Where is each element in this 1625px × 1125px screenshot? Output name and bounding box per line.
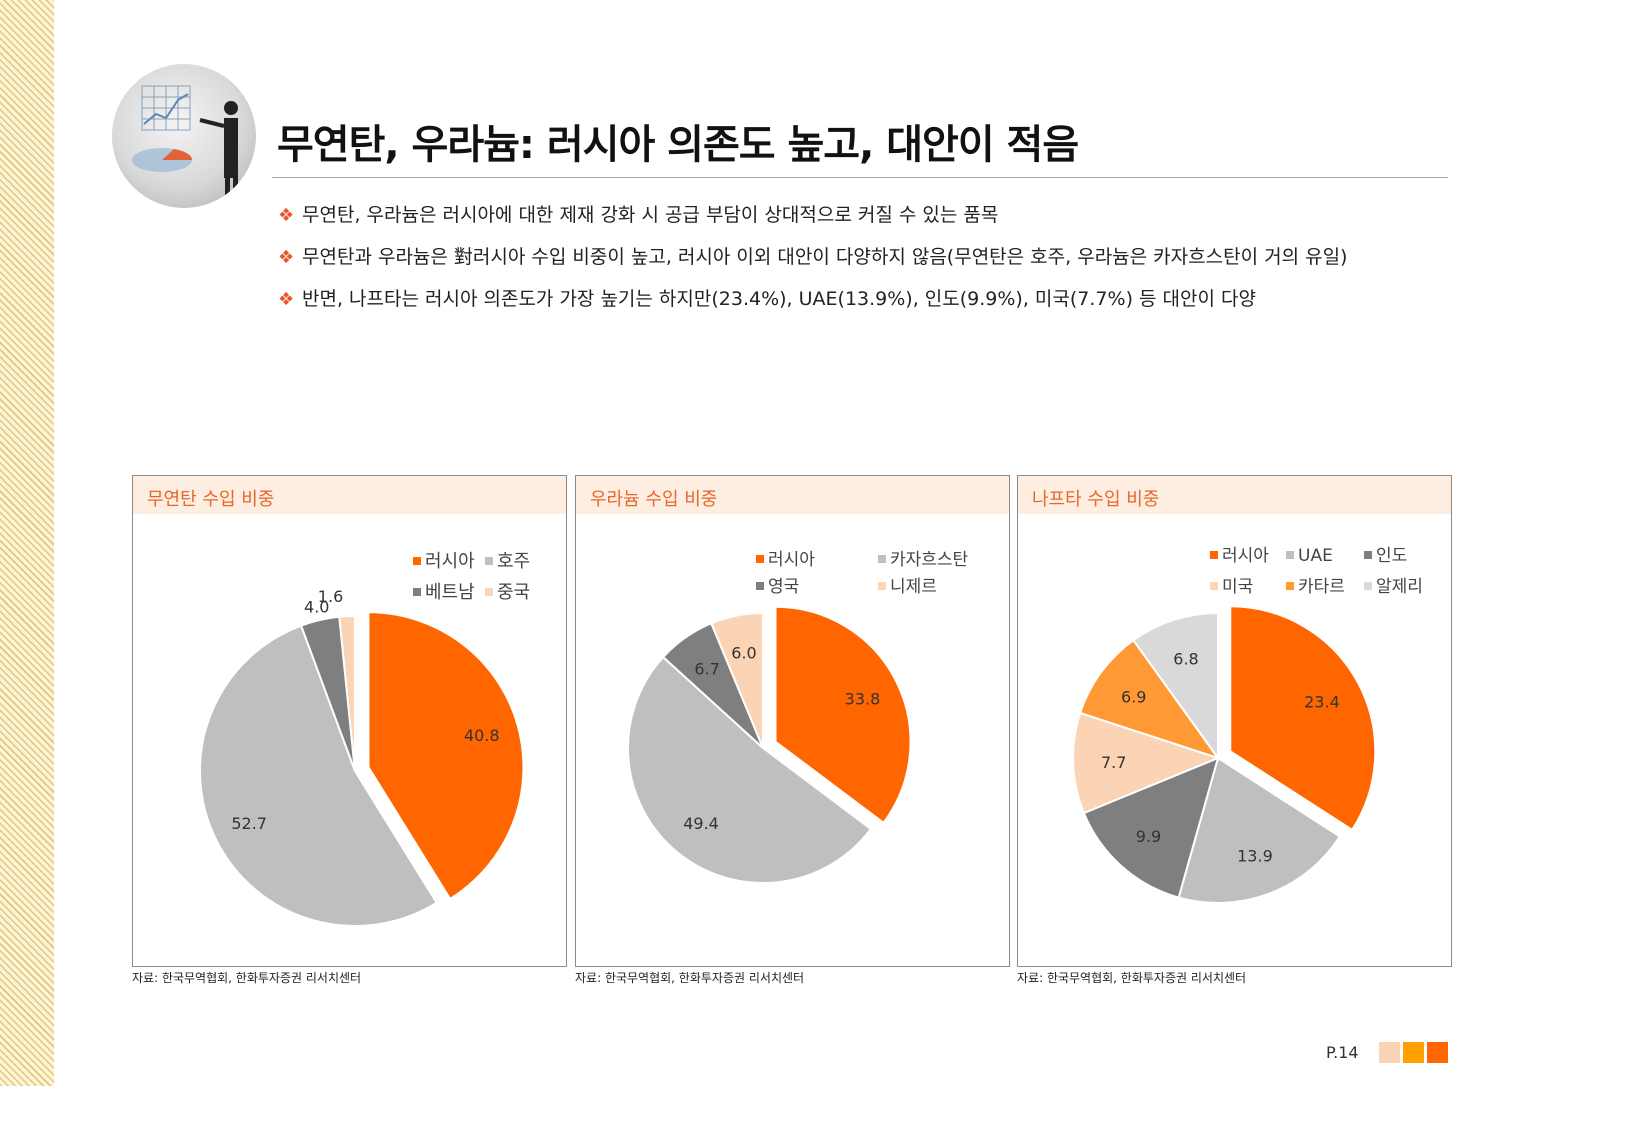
legend-label: 러시아 — [1222, 546, 1269, 566]
bullet-text: 반면, 나프타는 러시아 의존도가 가장 높기는 하지만(23.4%), UAE… — [302, 288, 1256, 310]
panel-header: 무연탄 수입 비중 — [133, 476, 566, 514]
legend-label: 중국 — [497, 582, 530, 603]
footer-square — [1427, 1042, 1448, 1063]
legend-swatch — [1210, 551, 1218, 559]
legend-swatch — [878, 555, 886, 563]
pie-slice-니제르 — [709, 611, 764, 749]
legend-swatch — [756, 555, 764, 563]
legend-label: 알제리 — [1376, 577, 1423, 597]
legend-label: 영국 — [768, 577, 799, 597]
data-label: 6.0 — [731, 644, 756, 663]
chart-title: 나프타 수입 비중 — [1032, 489, 1160, 510]
chart-title: 무연탄 수입 비중 — [147, 489, 275, 510]
legend-swatch — [413, 588, 421, 596]
legend-swatch — [1210, 582, 1218, 590]
data-label: 7.7 — [1101, 753, 1126, 772]
presenter-illustration-icon — [112, 64, 256, 208]
data-label: 1.6 — [318, 587, 343, 606]
legend-label: 인도 — [1376, 546, 1407, 566]
data-label: 52.7 — [231, 814, 267, 833]
data-label: 6.8 — [1173, 650, 1198, 669]
source-note: 자료: 한국무역협회, 한화투자증권 리서치센터 — [1017, 971, 1247, 985]
decorative-side-strip — [0, 0, 54, 1086]
panel-header: 나프타 수입 비중 — [1018, 476, 1451, 514]
data-label: 6.7 — [694, 659, 719, 678]
pie-slice-미국 — [1072, 711, 1221, 815]
pie-slice-러시아 — [774, 605, 912, 825]
legend-swatch — [413, 557, 421, 565]
pie-slice-호주 — [199, 624, 439, 927]
legend-swatch — [756, 582, 764, 590]
diamond-bullet-icon: ❖ — [278, 247, 295, 268]
legend-swatch — [878, 582, 886, 590]
source-note: 자료: 한국무역협회, 한화투자증권 리서치센터 — [575, 971, 805, 985]
data-label: 49.4 — [683, 814, 719, 833]
data-label: 13.9 — [1237, 847, 1273, 866]
legend-label: 니제르 — [890, 577, 937, 597]
bullet-text: 무연탄과 우라늄은 對러시아 수입 비중이 높고, 러시아 이외 대안이 다양하… — [302, 246, 1348, 268]
page-number: P.14 — [1326, 1043, 1359, 1062]
legend-label: 러시아 — [425, 551, 475, 572]
bullet-list: ❖ 무연탄, 우라늄은 러시아에 대한 제재 강화 시 공급 부담이 상대적으로 … — [278, 202, 1347, 328]
bullet-item: ❖ 반면, 나프타는 러시아 의존도가 가장 높기는 하지만(23.4%), UA… — [278, 286, 1347, 328]
panel-header: 우라늄 수입 비중 — [576, 476, 1009, 514]
legend-label: 카타르 — [1298, 577, 1345, 597]
data-label: 40.8 — [464, 726, 500, 745]
pie-slice-중국 — [338, 614, 356, 772]
data-label: 23.4 — [1304, 692, 1340, 711]
legend-swatch — [485, 557, 493, 565]
pie-slice-인도 — [1082, 756, 1220, 899]
data-label: 4.0 — [304, 597, 329, 616]
legend-swatch — [1286, 582, 1294, 590]
legend-label: 카자흐스탄 — [890, 550, 969, 570]
legend-label: UAE — [1298, 546, 1333, 566]
pie-slice-러시아 — [367, 611, 525, 901]
title-divider — [272, 177, 1448, 178]
chart-title: 우라늄 수입 비중 — [590, 489, 718, 510]
legend-label: 미국 — [1222, 577, 1253, 597]
pie-slice-러시아 — [1229, 605, 1377, 832]
legend-swatch — [485, 588, 493, 596]
legend-label: 러시아 — [768, 550, 815, 570]
page-title: 무연탄, 우라늄: 러시아 의존도 높고, 대안이 적음 — [277, 122, 1079, 168]
diamond-bullet-icon: ❖ — [278, 205, 295, 226]
pie-slice-알제리 — [1132, 611, 1219, 762]
bullet-item: ❖ 무연탄, 우라늄은 러시아에 대한 제재 강화 시 공급 부담이 상대적으로 … — [278, 202, 1347, 244]
bullet-item: ❖ 무연탄과 우라늄은 對러시아 수입 비중이 높고, 러시아 이외 대안이 다양… — [278, 244, 1347, 286]
footer-square — [1379, 1042, 1400, 1063]
data-label: 33.8 — [845, 689, 881, 708]
legend-label: 호주 — [497, 551, 530, 572]
pie-slice-UAE — [1177, 756, 1342, 904]
footer-square — [1403, 1042, 1424, 1063]
source-note: 자료: 한국무역협회, 한화투자증권 리서치센터 — [132, 971, 362, 985]
legend-swatch — [1364, 582, 1372, 590]
bullet-text: 무연탄, 우라늄은 러시아에 대한 제재 강화 시 공급 부담이 상대적으로 커… — [302, 204, 999, 226]
data-label: 9.9 — [1136, 827, 1161, 846]
data-label: 6.9 — [1121, 687, 1146, 706]
diamond-bullet-icon: ❖ — [278, 289, 295, 310]
presenter-illustration — [132, 85, 238, 202]
pie-slice-카자흐스탄 — [627, 655, 873, 884]
legend-label: 베트남 — [425, 582, 475, 603]
legend-swatch — [1286, 551, 1294, 559]
pie-slice-카타르 — [1078, 638, 1221, 760]
legend-swatch — [1364, 551, 1372, 559]
